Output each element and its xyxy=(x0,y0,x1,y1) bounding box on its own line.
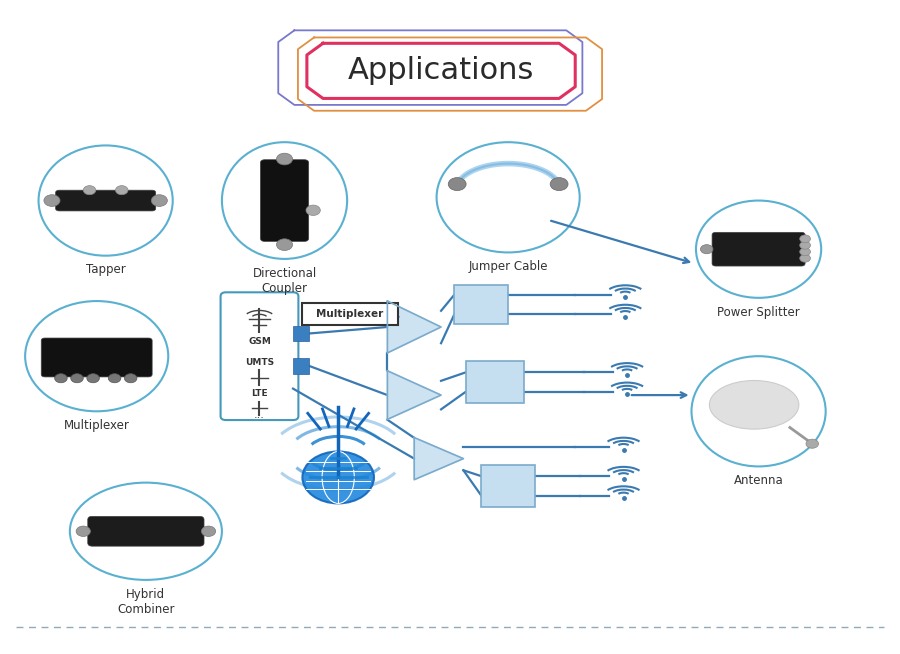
FancyBboxPatch shape xyxy=(293,358,309,373)
Circle shape xyxy=(84,186,95,195)
Ellipse shape xyxy=(709,381,799,429)
Text: Tapper: Tapper xyxy=(86,264,125,277)
Circle shape xyxy=(115,186,128,195)
Polygon shape xyxy=(387,371,441,419)
Ellipse shape xyxy=(222,142,347,259)
FancyBboxPatch shape xyxy=(293,326,309,341)
Text: Applications: Applications xyxy=(348,56,535,86)
Text: UMTS: UMTS xyxy=(245,358,274,367)
FancyBboxPatch shape xyxy=(482,465,535,507)
Polygon shape xyxy=(414,438,464,479)
Circle shape xyxy=(550,178,568,190)
Text: Multiplexer: Multiplexer xyxy=(316,309,383,319)
FancyBboxPatch shape xyxy=(41,338,152,377)
Text: Directional
Coupler: Directional Coupler xyxy=(252,267,317,295)
Circle shape xyxy=(448,178,466,190)
Circle shape xyxy=(800,254,811,262)
Circle shape xyxy=(806,439,818,448)
Ellipse shape xyxy=(691,356,825,466)
Text: LTE: LTE xyxy=(251,389,268,398)
FancyBboxPatch shape xyxy=(454,285,508,324)
FancyBboxPatch shape xyxy=(87,517,204,546)
Text: Jumper Cable: Jumper Cable xyxy=(468,260,548,273)
FancyBboxPatch shape xyxy=(302,303,398,325)
Circle shape xyxy=(306,205,320,215)
Text: GSM: GSM xyxy=(248,337,271,347)
Polygon shape xyxy=(307,43,575,98)
Circle shape xyxy=(302,451,374,504)
FancyBboxPatch shape xyxy=(56,190,156,211)
Circle shape xyxy=(151,195,167,207)
Text: Multiplexer: Multiplexer xyxy=(64,419,130,432)
Circle shape xyxy=(44,195,60,207)
Ellipse shape xyxy=(39,145,173,256)
Ellipse shape xyxy=(25,301,168,411)
Ellipse shape xyxy=(696,201,821,298)
Circle shape xyxy=(276,239,292,250)
Circle shape xyxy=(800,248,811,256)
FancyBboxPatch shape xyxy=(712,232,806,266)
Circle shape xyxy=(87,373,99,383)
Circle shape xyxy=(55,373,68,383)
Ellipse shape xyxy=(436,142,580,252)
FancyBboxPatch shape xyxy=(465,361,524,404)
Text: Hybrid
Combiner: Hybrid Combiner xyxy=(117,588,175,615)
Text: Antenna: Antenna xyxy=(734,474,784,487)
Circle shape xyxy=(276,153,292,165)
FancyBboxPatch shape xyxy=(220,292,299,420)
Circle shape xyxy=(800,235,811,243)
Circle shape xyxy=(76,526,90,536)
Text: Power Splitter: Power Splitter xyxy=(717,305,800,318)
FancyBboxPatch shape xyxy=(260,160,309,241)
Circle shape xyxy=(202,526,216,536)
Polygon shape xyxy=(387,301,441,353)
Ellipse shape xyxy=(70,483,222,580)
Circle shape xyxy=(108,373,121,383)
Circle shape xyxy=(71,373,84,383)
Circle shape xyxy=(800,241,811,249)
Circle shape xyxy=(700,245,713,254)
Text: ...: ... xyxy=(254,409,265,419)
Circle shape xyxy=(124,373,137,383)
